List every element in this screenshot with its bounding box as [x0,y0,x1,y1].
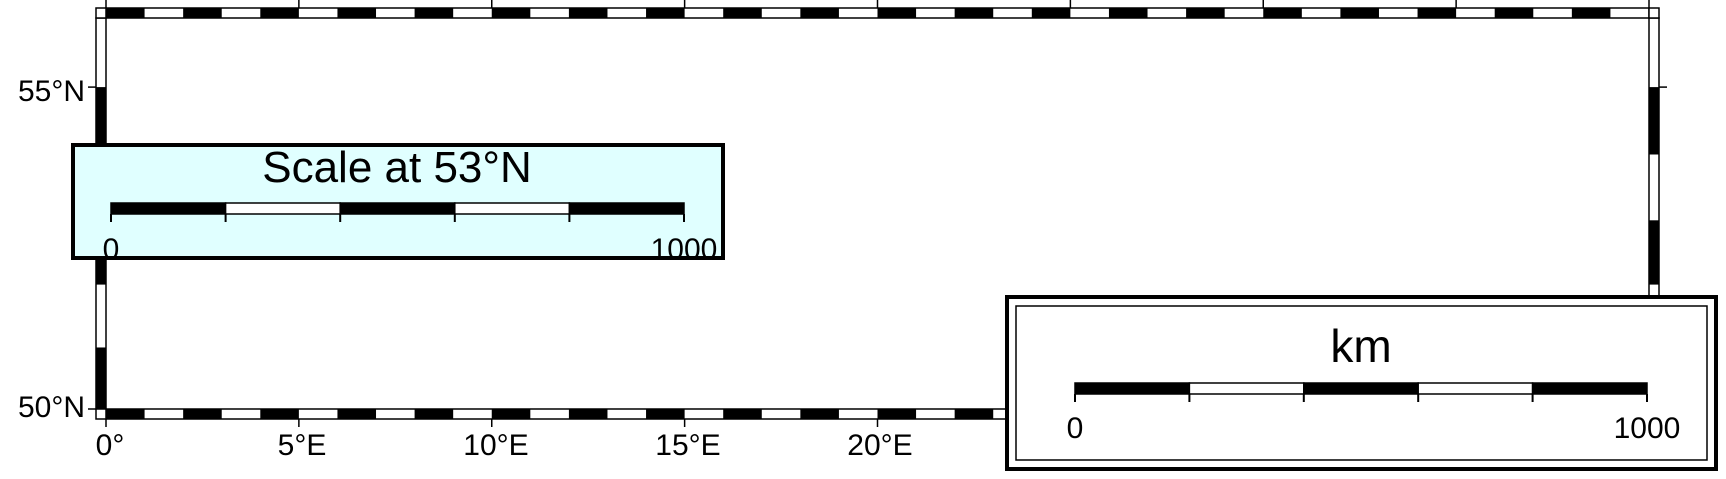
frame-band-segment [1263,8,1302,18]
scalebar-segment [1188,382,1305,395]
scalebar-segment [339,202,456,215]
frame-band-segment [106,409,145,419]
scalebar-km-panel-inner [1015,305,1708,461]
frame-band-segment [414,409,454,419]
frame-band-segment [877,409,917,419]
scalebar-title: Scale at 53°N [262,143,532,192]
y-tick-label: 55°N [18,75,85,108]
frame-band-segment [646,409,685,419]
frame-band-segment [414,8,454,18]
scalebar-segment [224,202,341,215]
frame-band-segment [1649,87,1659,155]
scalebar-label-max: 1000 [651,233,718,266]
scalebar-segment [1531,382,1648,395]
x-tick-label: 0° [96,429,125,462]
y-tick-label: 50°N [18,391,85,424]
scalebar-with-title: Scale at 53°N 0 1000 [71,143,725,266]
scalebar-segment [1303,382,1419,395]
frame-band-segment [877,8,917,18]
frame-band-segment [1417,8,1457,18]
scalebar-panel [71,143,725,260]
x-tick-label: 15°E [655,429,720,462]
frame-band-segment [646,8,685,18]
frame-band-segment [954,409,994,419]
frame-band-segment [1649,220,1659,285]
x-axis-labels: 0° 5°E 10°E 15°E 20°E [96,429,913,462]
scalebar-segment [568,202,685,215]
frame-band-segment [96,347,106,409]
frame-band-segment [260,8,299,18]
x-tick-label: 10°E [463,429,528,462]
frame-band-segment [723,409,762,419]
x-tick-label: 20°E [847,429,912,462]
frame-band-segment [183,409,222,419]
frame-band-segment [337,409,377,419]
frame-band-segment [800,8,839,18]
frame-band-segment [1186,8,1225,18]
frame-band-segment [1108,8,1148,18]
frame-band-segment [954,8,994,18]
frame-corner [95,7,107,19]
frame-band-segment [568,8,608,18]
frame-band-segment [568,409,608,419]
scalebar-segment [454,202,571,215]
x-tick-label: 5°E [278,429,327,462]
scalebar-unit-label: km [1330,320,1391,372]
frame-band-segment [491,409,531,419]
scalebar-km-bar [1074,382,1648,402]
frame-band-segment [260,409,299,419]
frame-corner [95,408,107,420]
scalebar-km-label-max: 1000 [1614,412,1681,445]
frame-band-segment [96,87,106,155]
scalebar-bar [110,202,685,222]
frame-band-segment [800,409,839,419]
frame-band-segment [1031,8,1071,18]
scalebar-km: km 0 1000 [1005,295,1718,471]
y-axis-labels: 55°N 50°N [18,75,85,424]
frame-band-segment [1340,8,1379,18]
frame-band-segment [183,8,222,18]
scalebar-segment [1417,382,1534,395]
frame-top-border [105,7,1650,19]
frame-band-segment [1571,8,1611,18]
frame-corner [1648,7,1660,19]
frame-band-segment [491,8,531,18]
scalebar-km-label-min: 0 [1067,412,1084,445]
scalebar-segment [1074,382,1191,395]
frame-band-segment [106,8,145,18]
frame-band-segment [1494,8,1534,18]
frame-band-segment [337,8,377,18]
frame-band-segment [723,8,762,18]
scalebar-segment [110,202,227,215]
scalebar-label-min: 0 [103,233,120,266]
